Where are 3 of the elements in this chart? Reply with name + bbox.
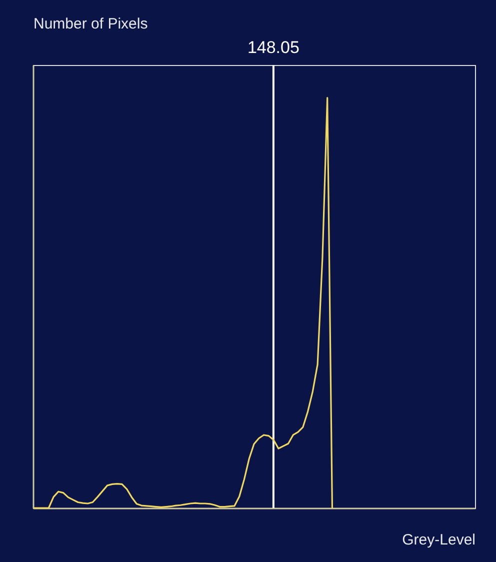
text: 148.05 xyxy=(247,38,300,57)
y-axis-title: Number of Pixels xyxy=(34,16,148,32)
x-axis-title: Grey-Level xyxy=(402,532,476,548)
